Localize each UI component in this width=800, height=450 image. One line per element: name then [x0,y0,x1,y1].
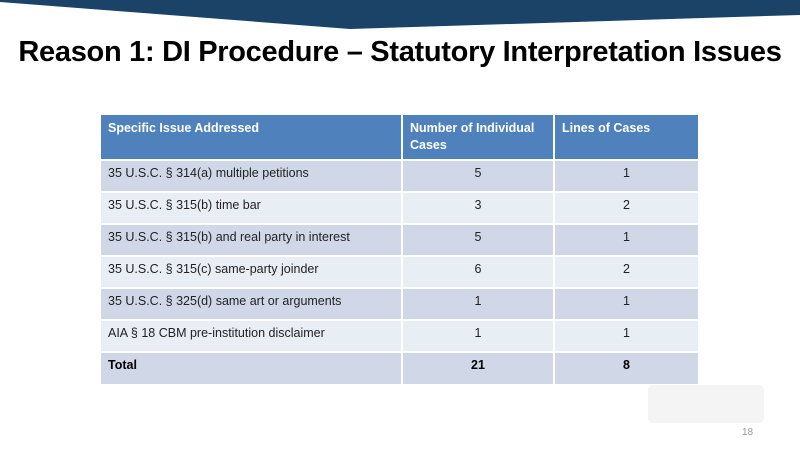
table-row: 35 U.S.C. § 315(b) and real party in int… [101,224,698,256]
cell-individual-cases: 5 [402,160,554,192]
issues-table: Specific Issue Addressed Number of Indiv… [101,115,698,384]
uspto-logo [648,385,764,423]
table-row: 35 U.S.C. § 314(a) multiple petitions51 [101,160,698,192]
cell-individual-cases: 6 [402,256,554,288]
slide-title: Reason 1: DI Procedure – Statutory Inter… [0,36,800,69]
cell-issue: 35 U.S.C. § 315(b) time bar [101,192,402,224]
cell-issue: 35 U.S.C. § 315(c) same-party joinder [101,256,402,288]
cell-lines-of-cases: 2 [554,192,698,224]
table-row: AIA § 18 CBM pre-institution disclaimer1… [101,320,698,352]
cell-lines-of-cases: 1 [554,320,698,352]
cell-issue: AIA § 18 CBM pre-institution disclaimer [101,320,402,352]
cell-individual-cases: 21 [402,352,554,384]
table-header-row: Specific Issue Addressed Number of Indiv… [101,115,698,160]
cell-individual-cases: 3 [402,192,554,224]
total-row: Total218 [101,352,698,384]
cell-individual-cases: 1 [402,288,554,320]
table-row: 35 U.S.C. § 315(b) time bar32 [101,192,698,224]
cell-lines-of-cases: 1 [554,288,698,320]
cell-lines-of-cases: 2 [554,256,698,288]
header-banner [0,0,800,32]
cell-lines-of-cases: 1 [554,224,698,256]
table-row: 35 U.S.C. § 325(d) same art or arguments… [101,288,698,320]
cell-lines-of-cases: 8 [554,352,698,384]
page-number: 18 [742,427,753,438]
cell-issue: 35 U.S.C. § 315(b) and real party in int… [101,224,402,256]
cell-issue: Total [101,352,402,384]
cell-lines-of-cases: 1 [554,160,698,192]
header-issue: Specific Issue Addressed [101,115,402,160]
table-row: 35 U.S.C. § 315(c) same-party joinder62 [101,256,698,288]
cell-individual-cases: 1 [402,320,554,352]
cell-issue: 35 U.S.C. § 325(d) same art or arguments [101,288,402,320]
header-lines-of-cases: Lines of Cases [554,115,698,160]
cell-individual-cases: 5 [402,224,554,256]
header-individual-cases: Number of Individual Cases [402,115,554,160]
cell-issue: 35 U.S.C. § 314(a) multiple petitions [101,160,402,192]
